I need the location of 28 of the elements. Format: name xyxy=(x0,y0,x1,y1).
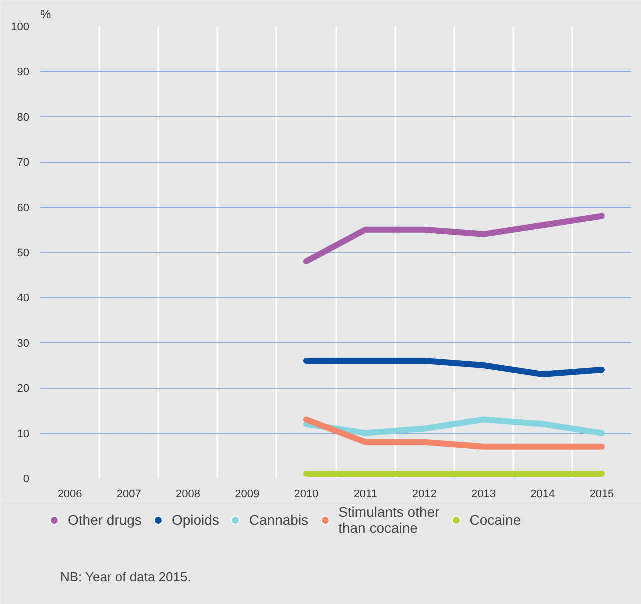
x-tick-label: 2014 xyxy=(530,488,556,500)
y-tick-label: 60 xyxy=(17,202,30,214)
y-tick-label: 20 xyxy=(17,383,30,396)
x-tick-label: 2007 xyxy=(116,488,142,500)
x-tick-label: 2008 xyxy=(176,488,200,500)
x-tick-label: 2012 xyxy=(412,488,437,500)
y-tick-label: 30 xyxy=(17,338,30,350)
legend-label: Opioids xyxy=(172,512,220,528)
x-tick-label: 2013 xyxy=(472,488,496,500)
legend-label: Cannabis xyxy=(249,512,309,528)
x-tick-label: 2009 xyxy=(235,488,260,500)
y-tick-label: 0 xyxy=(23,474,30,486)
legend-label: Cocaine xyxy=(470,512,522,528)
y-tick-label: 100 xyxy=(11,22,30,34)
y-tick-label: 50 xyxy=(17,248,30,260)
x-tick-label: 2011 xyxy=(354,488,378,500)
legend-label: Stimulants other than cocaine xyxy=(338,504,440,536)
y-axis-title: % xyxy=(40,8,52,22)
text: NB: Year of data 2015. xyxy=(60,570,192,584)
y-tick-label: 90 xyxy=(17,66,30,79)
x-tick-label: 2010 xyxy=(294,488,319,500)
legend-label: Other drugs xyxy=(68,512,142,528)
x-tick-label: 2015 xyxy=(590,488,614,500)
x-tick-label: 2006 xyxy=(58,488,82,500)
y-tick-label: 70 xyxy=(17,157,30,170)
y-tick-label: 80 xyxy=(17,112,30,124)
y-tick-label: 10 xyxy=(17,428,30,440)
y-tick-label: 40 xyxy=(17,292,30,305)
